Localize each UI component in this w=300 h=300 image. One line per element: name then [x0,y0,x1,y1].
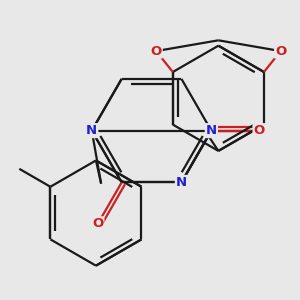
Text: O: O [254,124,265,137]
Text: O: O [275,45,286,58]
Text: N: N [206,124,217,137]
Text: O: O [151,45,162,58]
Text: N: N [176,176,187,189]
Text: O: O [92,217,103,230]
Text: N: N [86,124,97,137]
